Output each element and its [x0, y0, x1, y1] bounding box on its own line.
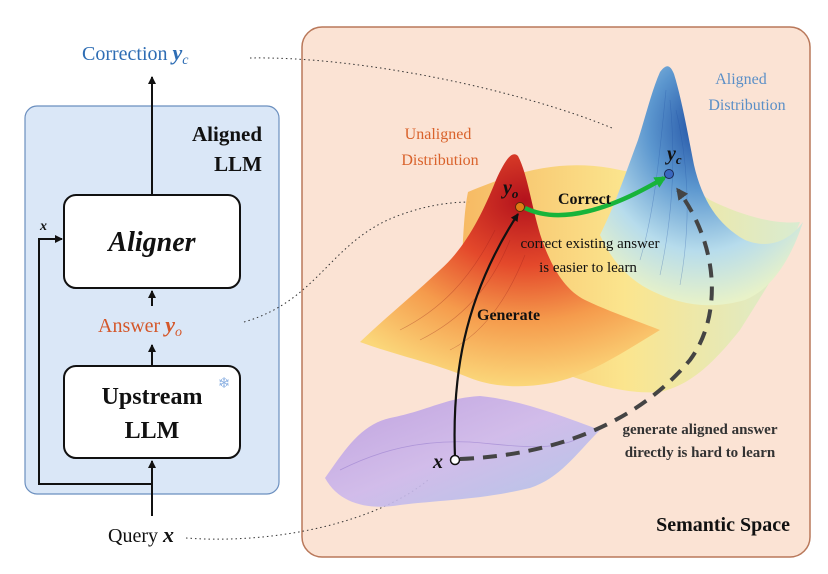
- skip-x-label: x: [39, 219, 47, 234]
- x-label: x: [432, 451, 443, 473]
- leader-query-to-space: [185, 479, 429, 540]
- aligned-distribution-label-line1: Aligned: [715, 71, 767, 88]
- direct-note-line2: directly is hard to learn: [625, 445, 776, 461]
- generate-arrow: [453, 213, 519, 459]
- aligned-llm-title-line1: Aligned: [192, 122, 262, 146]
- upstream-llm-box: [63, 365, 241, 459]
- unaligned-distribution-label-line1: Unaligned: [405, 126, 472, 143]
- aligner-box: [63, 194, 241, 289]
- correct-label: Correct: [558, 191, 612, 208]
- upstream-llm-label-line2: LLM: [125, 418, 180, 444]
- leader-answer-to-unaligned: [243, 201, 471, 323]
- aligned-distribution-label-line2: Distribution: [708, 97, 785, 114]
- answer-label: Answer yo: [98, 312, 182, 340]
- direct-generation-arrow: [459, 187, 714, 461]
- correct-note-line2: is easier to learn: [539, 260, 637, 276]
- query-surface-ridge: [339, 439, 576, 471]
- query-skip-connection: [38, 235, 152, 485]
- unaligned-distribution-surface: [360, 154, 660, 387]
- yo-label: yo: [501, 177, 519, 201]
- snowflake-icon: ❄: [218, 376, 231, 392]
- x-point: [449, 454, 461, 466]
- leader-correction-to-aligned: [249, 57, 613, 129]
- correct-arrow: [524, 176, 667, 218]
- query-surface: [325, 396, 600, 507]
- unaligned-distribution-label-line2: Distribution: [401, 152, 478, 169]
- yc-point: [664, 169, 674, 179]
- correction-label: Correction yc: [82, 40, 189, 68]
- correct-note-line1: correct existing answer: [520, 236, 659, 252]
- aligned-distribution-surface: [600, 66, 803, 306]
- aligned-llm-title-line2: LLM: [214, 152, 262, 176]
- unaligned-ridge-lines: [399, 229, 526, 351]
- yc-label: yc: [665, 143, 682, 167]
- generate-label: Generate: [477, 307, 540, 324]
- query-label: Query x: [108, 522, 174, 547]
- upstream-llm-label-line1: Upstream: [102, 384, 203, 410]
- yo-point: [515, 202, 525, 212]
- aligner-label: Aligner: [106, 227, 196, 258]
- direct-note-line1: generate aligned answer: [623, 422, 778, 438]
- semantic-space-title: Semantic Space: [656, 514, 790, 536]
